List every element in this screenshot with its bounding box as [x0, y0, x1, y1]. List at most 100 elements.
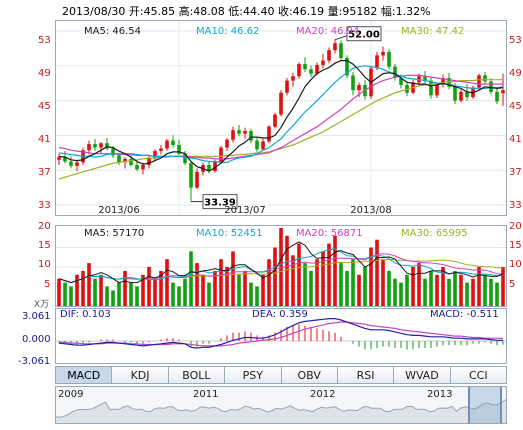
macd-axis-top: 3.061 — [22, 311, 51, 322]
ma20-line — [58, 74, 503, 160]
candle-body — [357, 84, 361, 91]
vol-axis-left-10: 10 — [38, 259, 51, 270]
tab-rsi[interactable]: RSI — [337, 366, 395, 384]
candle-body — [165, 140, 169, 149]
candle-body — [135, 164, 139, 170]
volume-bar — [249, 282, 253, 306]
volume-bar — [483, 274, 487, 306]
volume-bar — [201, 274, 205, 306]
volume-bar — [231, 251, 235, 306]
candle-body — [393, 66, 397, 78]
volume-bar — [333, 235, 337, 306]
candle-body — [423, 76, 427, 81]
ma5-line — [58, 59, 504, 172]
price-axis-right-53: 53 — [509, 35, 522, 46]
volume-bar — [117, 282, 121, 306]
tab-kdj[interactable]: KDJ — [112, 366, 169, 384]
candle-body — [111, 148, 115, 156]
volume-bar — [315, 259, 319, 306]
candle-body — [117, 155, 121, 163]
volume-bar — [477, 267, 481, 306]
volume-panel[interactable]: MA5: 57170 MA10: 52451 MA20: 56871 MA30:… — [55, 225, 507, 307]
ma20-legend: MA20: 46.94 — [296, 26, 360, 37]
volume-bar — [183, 278, 187, 306]
candle-body — [129, 158, 133, 165]
overview-year-2011: 2011 — [193, 389, 219, 400]
price-axis-right-37: 37 — [509, 167, 522, 178]
macd-axis-zero: 0.000 — [22, 334, 51, 345]
volume-bar — [393, 278, 397, 306]
volume-bar — [177, 286, 181, 306]
volume-bar — [237, 274, 241, 306]
candle-body — [297, 64, 301, 77]
range-selector[interactable] — [468, 387, 502, 423]
tab-cci[interactable]: CCI — [450, 366, 507, 384]
candle-body — [171, 140, 175, 145]
overview-navigator[interactable]: 2009 2011 2012 2013 — [55, 386, 507, 424]
candle-body — [291, 76, 295, 81]
x-tick-label: 2013/06 — [98, 205, 140, 215]
volume-bar — [321, 251, 325, 306]
volume-bar — [363, 267, 367, 306]
volume-bar — [159, 270, 163, 306]
macd-legend: MACD: -0.511 — [430, 309, 499, 320]
volume-bar — [375, 239, 379, 306]
candle-body — [69, 161, 73, 166]
high-callout-line — [334, 35, 348, 41]
volume-bar — [303, 263, 307, 306]
dif-legend: DIF: 0.103 — [60, 309, 111, 320]
volume-ma5-line — [58, 241, 504, 284]
volume-bar — [93, 278, 97, 306]
tab-wvad[interactable]: WVAD — [394, 366, 451, 384]
ma10-line — [58, 65, 504, 163]
candle-body — [267, 126, 271, 142]
volume-bar — [351, 259, 355, 306]
candle-body — [279, 92, 283, 115]
price-axis-right-33: 33 — [509, 200, 522, 211]
candle-body — [375, 55, 379, 69]
candle-body — [285, 80, 289, 93]
volume-bar — [471, 278, 475, 306]
candle-body — [435, 84, 439, 96]
macd-panel[interactable]: DIF: 0.103 DEA: 0.359 MACD: -0.511 — [55, 308, 507, 364]
overview-line — [56, 399, 506, 418]
ma30-line — [58, 79, 503, 180]
volume-bar — [453, 270, 457, 306]
volume-bar — [255, 286, 259, 306]
vol-axis-right-20: 20 — [509, 221, 522, 232]
price-axis-left-53: 53 — [38, 35, 51, 46]
volume-bar — [405, 274, 409, 306]
volume-bar — [261, 274, 265, 306]
candle-body — [465, 91, 469, 98]
candle-body — [159, 148, 163, 152]
volume-bar — [123, 270, 127, 306]
volume-bar — [357, 274, 361, 306]
price-axis-left-45: 45 — [38, 101, 51, 112]
candle-body — [309, 69, 313, 74]
candle-body — [483, 75, 487, 82]
ma10-legend: MA10: 46.62 — [196, 26, 260, 37]
candle-body — [303, 64, 307, 70]
volume-bar — [297, 243, 301, 306]
low-price-label: 33.39 — [204, 198, 236, 209]
candle-body — [183, 153, 187, 164]
volume-bar — [213, 270, 217, 306]
candle-body — [333, 43, 337, 51]
candle-body — [195, 171, 199, 188]
volume-bar — [429, 270, 433, 306]
tab-obv[interactable]: OBV — [281, 366, 338, 384]
tab-boll[interactable]: BOLL — [168, 366, 226, 384]
tab-psy[interactable]: PSY — [225, 366, 282, 384]
tab-macd[interactable]: MACD — [55, 366, 113, 384]
candle-body — [321, 60, 325, 65]
volume-bar — [399, 282, 403, 306]
candle-body — [189, 163, 193, 188]
dea-line — [59, 321, 504, 347]
candle-body — [87, 144, 91, 151]
volume-bar — [381, 259, 385, 306]
candle-body — [141, 164, 145, 170]
price-axis-right-49: 49 — [509, 68, 522, 79]
volume-bar — [489, 278, 493, 306]
price-panel[interactable]: 52.00 33.39 2013/06 2013/07 2013/08 MA5: 46.… — [55, 20, 507, 216]
x-tick-label: 2013/08 — [350, 205, 392, 215]
